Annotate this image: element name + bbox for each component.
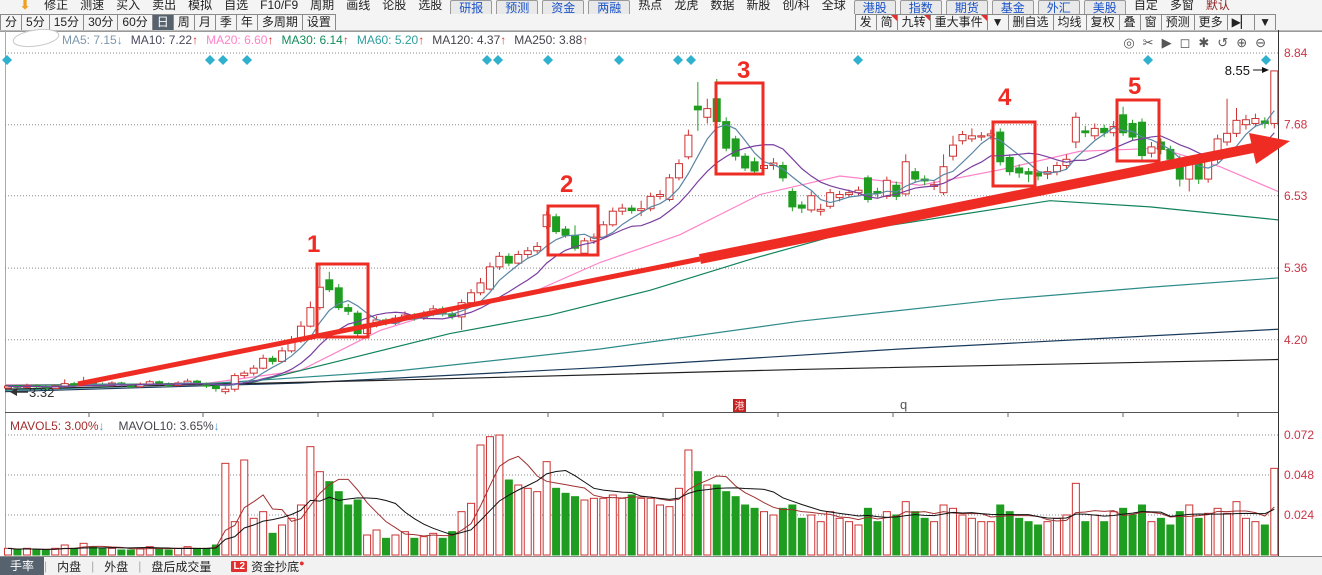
toolbar-right-buttons: 发简九转 重大事件 ▼ 删自选 均线 复权叠窗预测 更多 ▶▏ ▼: [854, 14, 1276, 31]
chart-toolbar-icons: ◎✂▶◻✱↺⊕⊖: [1123, 35, 1274, 51]
period-年[interactable]: 年: [235, 14, 257, 31]
menu-item-画线[interactable]: 画线: [346, 0, 371, 12]
svg-text:5: 5: [1128, 73, 1141, 100]
period-toolbar: 分 5分 15分 30分 60分日周月季年多周期 设置 发简九转 重大事件 ▼ 删自选 均线 复权叠…: [0, 14, 1322, 32]
toolbar-重大事件[interactable]: 重大事件: [929, 14, 987, 31]
menu-item-模拟[interactable]: 模拟: [188, 0, 213, 12]
menu-item-默认[interactable]: 默认: [1205, 0, 1230, 12]
menu-item-创/科[interactable]: 创/科: [782, 0, 810, 12]
period-日[interactable]: 日: [151, 14, 173, 31]
top-menu-bar: ⬇ 修正 测速 买入 卖出 模拟 自选 F10/F9 周期 画线 论股 选股 研报 预测 资金 两融 热点 龙虎…: [0, 0, 1322, 15]
toolbar-预测[interactable]: 预测: [1160, 14, 1194, 31]
tab-separator: |: [44, 559, 48, 573]
hand-icon[interactable]: ✱: [1198, 35, 1218, 50]
menu-item-买入[interactable]: 买入: [116, 0, 141, 12]
menu-item-预测[interactable]: 预测: [496, 0, 539, 14]
menu-item-周期[interactable]: 周期: [310, 0, 335, 12]
ma-label-ma10: MA10: 7.22↑: [130, 33, 199, 47]
undo-icon[interactable]: ↺: [1217, 35, 1237, 50]
svg-text:0.048: 0.048: [1284, 468, 1314, 482]
menu-item-美股[interactable]: 美股: [1083, 0, 1126, 14]
ma-label-ma120: MA120: 4.37↑: [432, 33, 507, 47]
menu-item-期货[interactable]: 期货: [945, 0, 988, 14]
menu-item-选股[interactable]: 选股: [418, 0, 443, 12]
l2-badge: L2: [231, 560, 248, 572]
eye-icon[interactable]: ◎: [1123, 35, 1143, 50]
menu-item-研报[interactable]: 研报: [450, 0, 493, 14]
svg-text:0.024: 0.024: [1284, 508, 1314, 522]
period-周[interactable]: 周: [172, 14, 194, 31]
svg-text:8.55: 8.55: [1225, 63, 1250, 78]
ma-label-ma20: MA20: 6.60↑: [206, 33, 274, 47]
menu-item-自定[interactable]: 自定: [1133, 0, 1158, 12]
label-mavol5: MAVOL5: 3.00%↓: [10, 419, 105, 433]
toolbar-九转[interactable]: 九转: [896, 14, 930, 31]
zoom-in-icon[interactable]: ⊕: [1236, 35, 1256, 50]
svg-text:3.32: 3.32: [29, 385, 54, 400]
svg-text:1: 1: [307, 231, 320, 258]
svg-text:4.20: 4.20: [1284, 333, 1308, 347]
toolbar-更多[interactable]: 更多: [1193, 14, 1227, 31]
ma-indicator-labels: MA5: 7.15↓ MA10: 7.22↑ MA20: 6.60↑ MA30: 6.…: [62, 33, 596, 47]
ma-label-ma5: MA5: 7.15↓: [62, 33, 123, 47]
toolbar-发[interactable]: 发: [854, 14, 876, 31]
svg-text:q: q: [900, 397, 907, 412]
svg-text:8.84: 8.84: [1284, 46, 1308, 60]
menu-item-全球[interactable]: 全球: [821, 0, 846, 12]
tab-fund-bottom-fishing[interactable]: 资金抄底●: [251, 557, 305, 574]
menu-item-新股[interactable]: 新股: [746, 0, 771, 12]
ma-label-ma250: MA250: 3.88↑: [514, 33, 589, 47]
menu-item-龙虎[interactable]: 龙虎: [674, 0, 699, 12]
period-设置[interactable]: 设置: [301, 14, 336, 31]
toolbar-简[interactable]: 简: [875, 14, 897, 31]
tab-盘后成交量[interactable]: 盘后成交量: [151, 559, 212, 574]
label-mavol10: MAVOL10: 3.65%↓: [118, 419, 220, 433]
menu-item-卖出[interactable]: 卖出: [152, 0, 177, 12]
menu-item-多窗[interactable]: 多窗: [1169, 0, 1194, 12]
menu-item-指数[interactable]: 指数: [899, 0, 942, 14]
svg-text:2: 2: [560, 171, 573, 198]
tab-separator: |: [91, 559, 95, 573]
svg-text:4: 4: [998, 84, 1012, 111]
lock-icon[interactable]: ◻: [1179, 35, 1199, 50]
zoom-out-icon[interactable]: ⊖: [1255, 35, 1274, 50]
svg-text:0.072: 0.072: [1284, 428, 1314, 442]
svg-text:3: 3: [737, 57, 750, 84]
scissors-icon[interactable]: ✂: [1142, 35, 1162, 50]
tab-separator: |: [138, 559, 142, 573]
menu-item-基金[interactable]: 基金: [991, 0, 1034, 14]
toolbar-均线[interactable]: 均线: [1052, 14, 1086, 31]
period-季[interactable]: 季: [214, 14, 236, 31]
menu-item-数据[interactable]: 数据: [710, 0, 735, 12]
toolbar-▼[interactable]: ▼: [1254, 14, 1276, 31]
menu-item-自选[interactable]: 自选: [224, 0, 249, 12]
download-arrow-icon[interactable]: ⬇: [20, 0, 31, 12]
tab-外盘[interactable]: 外盘: [104, 559, 129, 574]
menu-item-修正[interactable]: 修正: [44, 0, 69, 12]
menu-item-资金[interactable]: 资金: [542, 0, 585, 14]
svg-text:6.53: 6.53: [1284, 189, 1308, 203]
menu-item-论股[interactable]: 论股: [382, 0, 407, 12]
svg-text:7.68: 7.68: [1284, 118, 1308, 132]
play-icon[interactable]: ▶: [1161, 35, 1180, 50]
menu-item-港股[interactable]: 港股: [853, 0, 896, 14]
toolbar-删自选[interactable]: 删自选: [1007, 14, 1053, 31]
svg-text:5.36: 5.36: [1284, 261, 1308, 275]
menu-item-两融[interactable]: 两融: [588, 0, 631, 14]
tab-turnover-rate[interactable]: 手率: [0, 557, 45, 575]
bottom-tab-bar: 手率 | 内盘 | 外盘 | 盘后成交量 L2 资金抄底●: [0, 556, 1322, 575]
period-tabs: 分 5分 15分 30分 60分日周月季年多周期 设置: [0, 14, 336, 31]
ma-label-ma60: MA60: 5.20↑: [356, 33, 425, 47]
toolbar-▶▏[interactable]: ▶▏: [1226, 14, 1255, 31]
menu-item-F10/F9[interactable]: F10/F9: [260, 0, 299, 12]
menu-item-外汇[interactable]: 外汇: [1037, 0, 1080, 14]
mavol-indicator-labels: MAVOL5: 3.00%↓ MAVOL10: 3.65%↓: [10, 419, 234, 433]
menu-item-测速[interactable]: 测速: [80, 0, 105, 12]
svg-text:港: 港: [735, 401, 745, 413]
tab-内盘[interactable]: 内盘: [57, 559, 82, 574]
menu-item-热点[interactable]: 热点: [638, 0, 663, 12]
ma-label-ma30: MA30: 6.14↑: [281, 33, 349, 47]
